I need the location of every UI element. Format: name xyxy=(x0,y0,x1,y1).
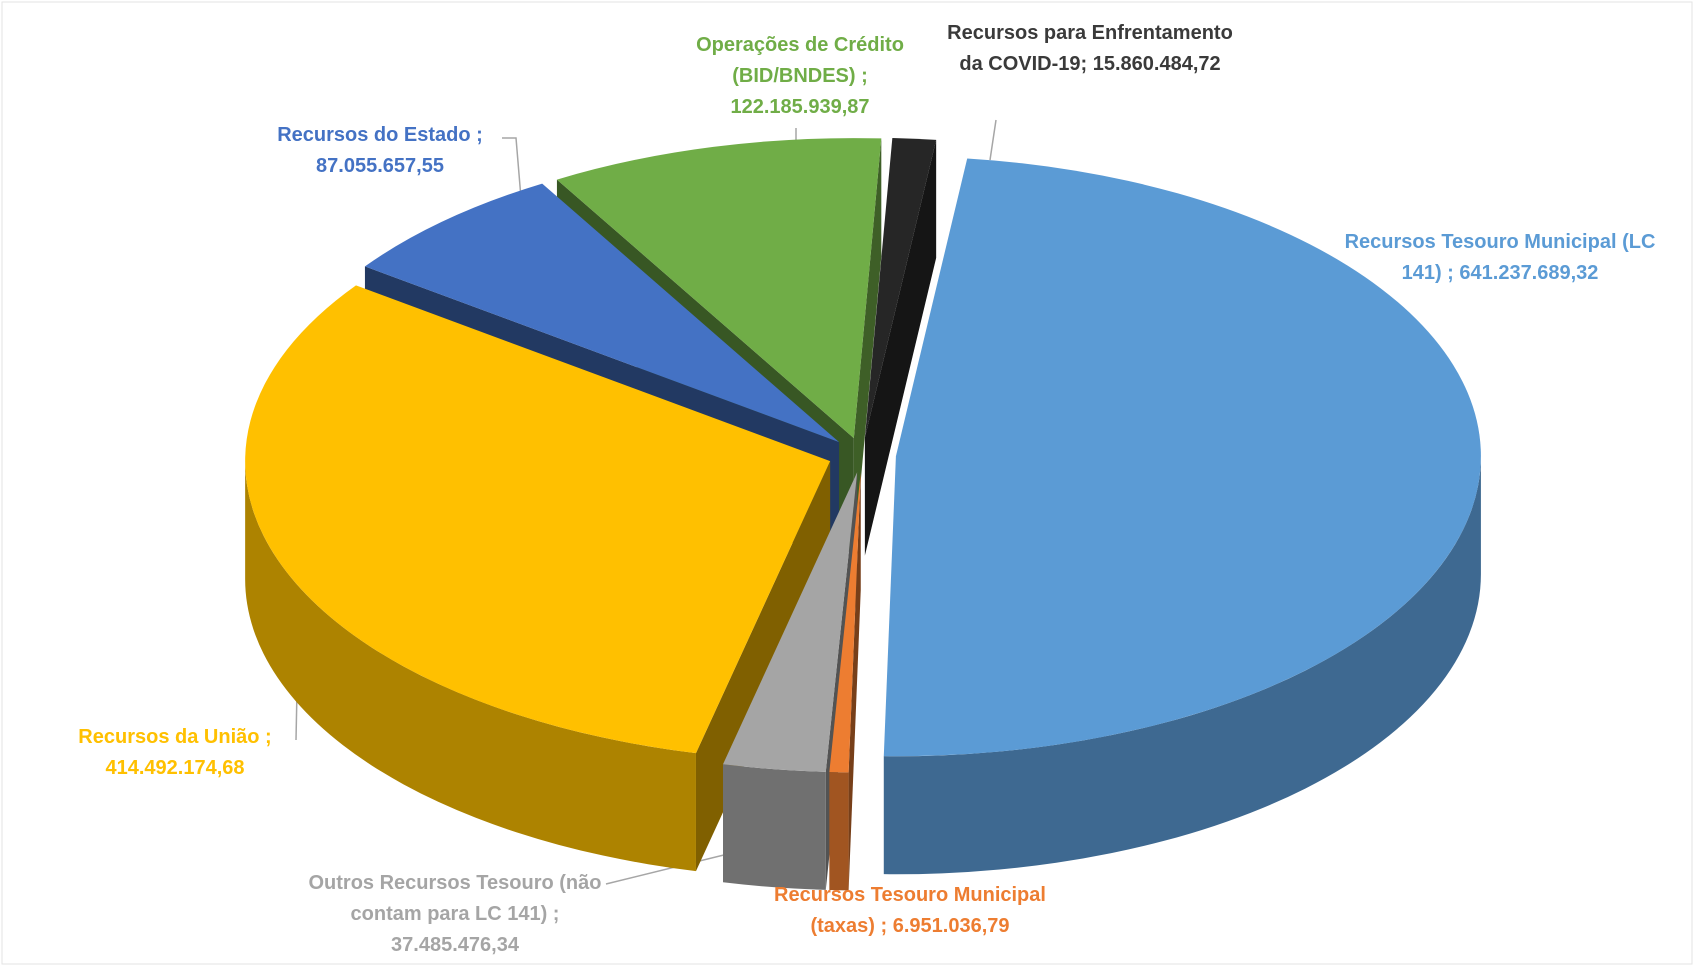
label-category: Recursos Tesouro Municipal (taxas) ; xyxy=(774,884,1046,937)
slice xyxy=(245,285,831,754)
leader-line xyxy=(502,137,523,211)
label-category: Recursos para Enfrentamento da COVID-19; xyxy=(947,22,1233,75)
label-value: 122.185.939,87 xyxy=(730,96,870,118)
slice-side xyxy=(864,139,937,556)
slice xyxy=(829,472,861,773)
label-category: Recursos Tesouro Municipal (LC 141) ; xyxy=(1344,231,1656,284)
data-label: Recursos Tesouro Municipal (LC 141) ; 64… xyxy=(1330,227,1670,289)
data-label: Outros Recursos Tesouro (não contam para… xyxy=(305,868,605,961)
label-value: 6.951.036,79 xyxy=(892,915,1010,937)
data-label: Recursos para Enfrentamento da COVID-19;… xyxy=(940,18,1240,80)
slice-wall xyxy=(723,764,826,890)
slice-wall xyxy=(829,771,849,891)
label-category: Recursos da União ; xyxy=(78,726,272,748)
slice xyxy=(364,183,840,443)
slice-side xyxy=(848,472,861,891)
pie xyxy=(245,137,1481,891)
slice xyxy=(883,158,1481,757)
label-category: Outros Recursos Tesouro (não contam para… xyxy=(308,872,602,925)
label-value: 641.237.689,32 xyxy=(1459,262,1599,284)
slice xyxy=(556,138,882,439)
data-label: Recursos Tesouro Municipal (taxas) ; 6.9… xyxy=(740,880,1080,942)
slice-wall xyxy=(245,461,696,872)
slice xyxy=(723,472,858,772)
label-category: Recursos do Estado ; xyxy=(277,124,483,146)
leader-line xyxy=(605,851,737,885)
data-label: Recursos do Estado ; 87.055.657,55 xyxy=(255,120,505,182)
label-category: Operações de Crédito (BID/BNDES) ; xyxy=(696,34,904,87)
slice-side xyxy=(853,138,882,557)
slice-wall xyxy=(883,456,1481,875)
label-value: 37.485.476,34 xyxy=(391,934,519,956)
data-label: Operações de Crédito (BID/BNDES) ; 122.1… xyxy=(670,30,930,123)
leader-line xyxy=(989,119,997,161)
label-value: 414.492.174,68 xyxy=(105,757,245,779)
label-value: 15.860.484,72 xyxy=(1092,53,1221,75)
slice xyxy=(864,137,937,438)
label-value: 87.055.657,55 xyxy=(316,155,444,177)
data-label: Recursos da União ; 414.492.174,68 xyxy=(50,722,300,784)
